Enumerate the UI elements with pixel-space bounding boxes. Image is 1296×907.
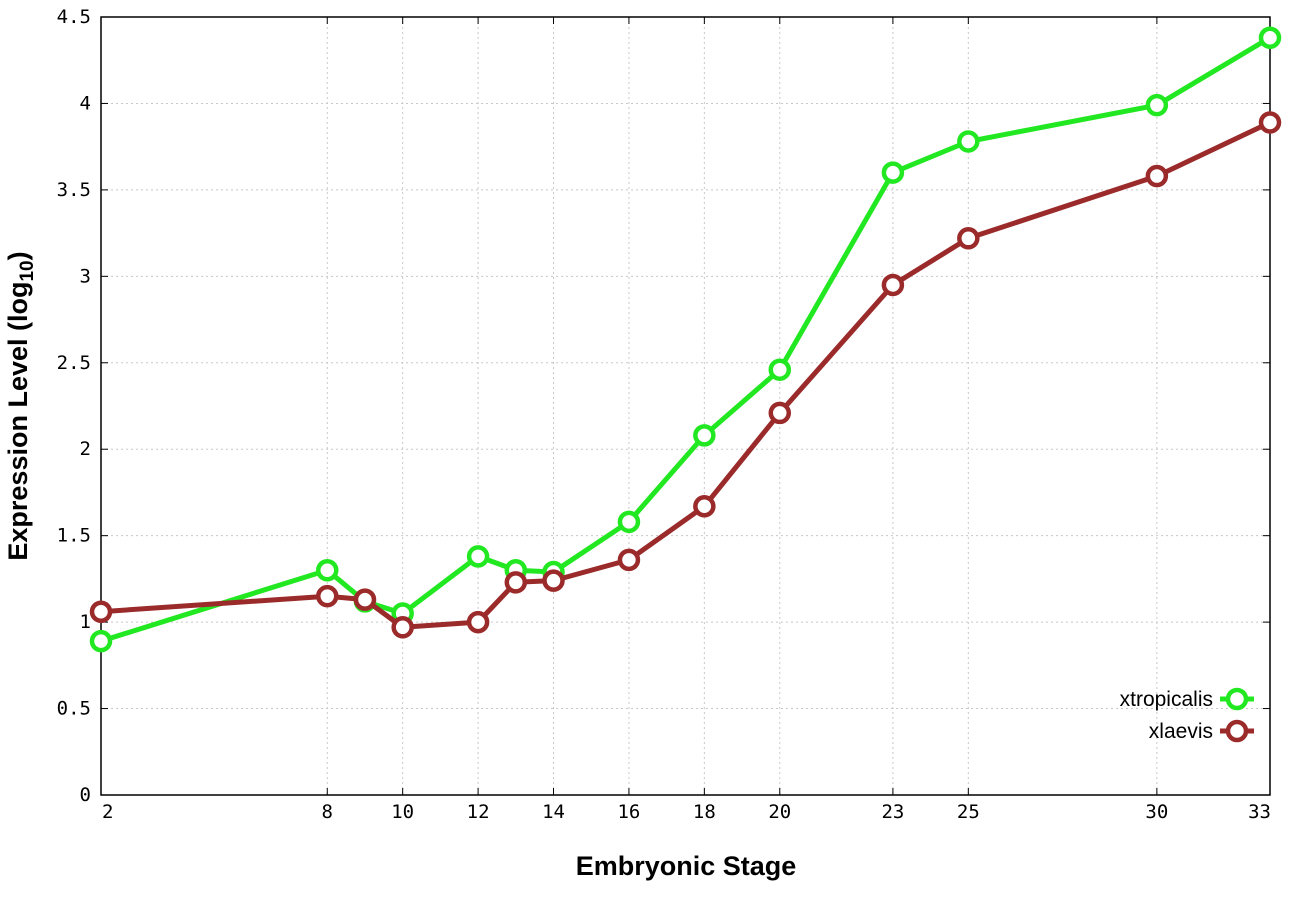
x-tick-label: 25: [957, 801, 980, 823]
data-point: [768, 358, 792, 381]
data-point: [542, 569, 565, 592]
data-point: [957, 227, 980, 250]
data-point: [316, 558, 339, 582]
legend-swatch-marker: [1225, 687, 1249, 711]
data-point: [1258, 111, 1282, 134]
data-point: [617, 548, 641, 572]
grid: [101, 17, 1270, 795]
y-tick-label: 0.5: [57, 698, 91, 720]
y-tick-label: 0: [80, 784, 91, 806]
y-axis-title-close: ): [3, 251, 33, 260]
data-point: [391, 616, 414, 639]
x-tick-label: 23: [881, 801, 904, 823]
x-tick-label: 18: [693, 801, 716, 823]
data-point: [89, 600, 113, 623]
data-point: [881, 161, 905, 184]
y-axis-title-main: Expression Level (log: [3, 282, 33, 561]
data-point: [881, 273, 905, 297]
legend-entry: xlaevis: [1149, 719, 1254, 743]
legend-label: xlaevis: [1149, 720, 1213, 743]
y-tick-label: 1.5: [57, 525, 91, 547]
series-xlaevis: [89, 111, 1282, 639]
y-axis-title: Expression Level (log10): [3, 251, 38, 560]
y-axis-title-subscript: 10: [17, 260, 38, 281]
x-tick-label: 14: [542, 801, 565, 823]
data-point: [617, 510, 641, 534]
data-point: [768, 401, 792, 425]
data-point: [316, 584, 339, 608]
x-tick-label: 2: [102, 801, 113, 823]
x-tick-label: 33: [1248, 801, 1271, 823]
x-axis-title: Embryonic Stage: [576, 851, 797, 881]
data-point: [504, 571, 528, 594]
data-point: [466, 610, 490, 634]
series-xtropicalis: [89, 26, 1282, 653]
x-tick-label: 10: [391, 801, 414, 823]
legend-label: xtropicalis: [1120, 688, 1213, 711]
data-point: [1145, 93, 1169, 117]
data-point: [693, 495, 716, 518]
y-tick-label: 3: [80, 265, 91, 287]
data-point: [693, 424, 716, 447]
data-point: [353, 588, 377, 611]
legend-swatch-marker: [1225, 719, 1249, 743]
x-tick-label: 16: [617, 801, 640, 823]
legend: xtropicalis xlaevis: [1120, 687, 1254, 743]
x-tick-label: 20: [768, 801, 791, 823]
data-point: [466, 545, 490, 568]
series-line: [100, 35, 1272, 644]
data-point: [89, 629, 113, 653]
plot-frame: [100, 16, 1271, 796]
x-tick-label: 30: [1145, 801, 1168, 823]
axis-ticks: 0 0.5 1 1.5 2 2.5 3 3.5 4 4.5 2 8 10 12 14 16 18 20 23 25 30…: [57, 6, 1271, 823]
y-tick-label: 2: [80, 438, 91, 460]
series-group: [89, 26, 1282, 653]
x-tick-label: 12: [467, 801, 490, 823]
series-line: [100, 120, 1272, 630]
y-tick-label: 2.5: [57, 352, 91, 374]
data-point: [957, 130, 980, 153]
data-point: [1145, 164, 1169, 188]
y-tick-label: 1: [80, 611, 91, 633]
data-point: [1258, 26, 1282, 49]
y-tick-label: 3.5: [57, 179, 91, 201]
x-tick-label: 8: [322, 801, 333, 823]
y-tick-label: 4: [80, 92, 91, 114]
legend-entry: xtropicalis: [1120, 687, 1254, 711]
y-tick-label: 4.5: [57, 6, 91, 28]
